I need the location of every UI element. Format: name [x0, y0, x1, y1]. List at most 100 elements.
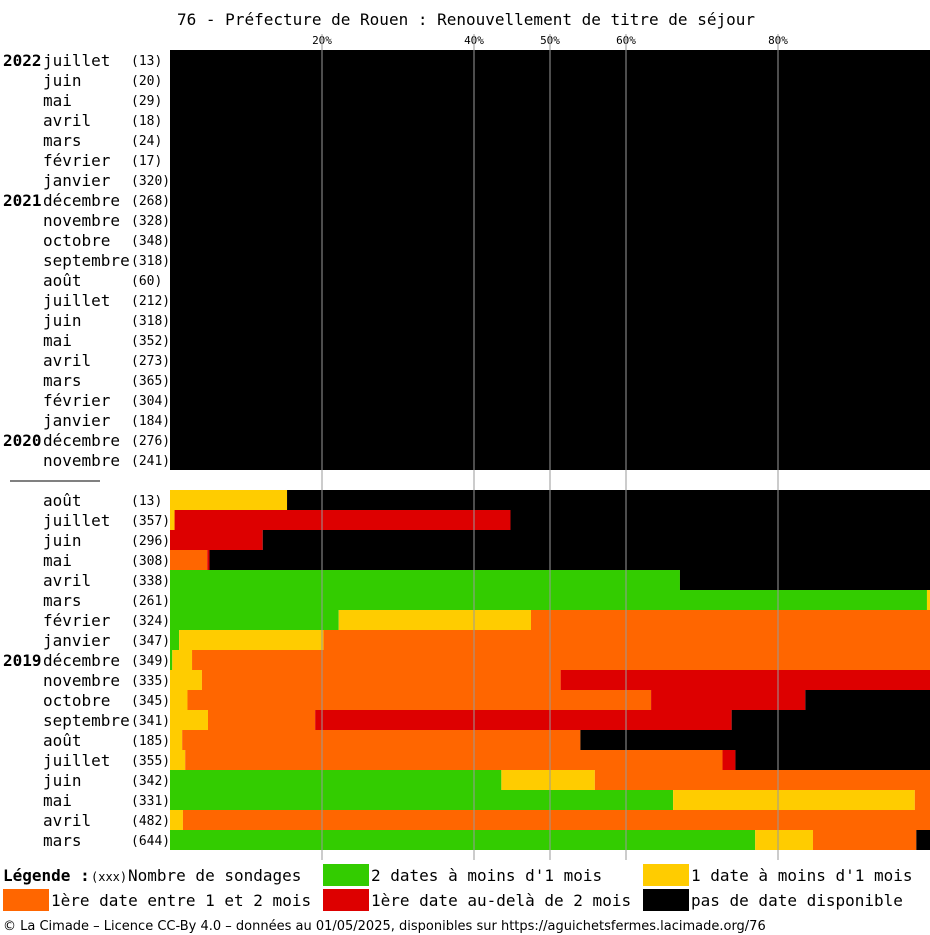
- count-label: (347): [131, 634, 170, 649]
- count-label: (482): [131, 814, 170, 829]
- bar-segment-black: [510, 510, 930, 530]
- count-label: (345): [131, 694, 170, 709]
- bar-segment-orange: [187, 690, 652, 710]
- month-label: mars: [43, 591, 82, 610]
- month-label: janvier: [43, 171, 111, 190]
- month-label: décembre: [43, 431, 120, 450]
- year-label: 2021: [3, 191, 42, 210]
- count-label: (318): [131, 254, 170, 269]
- month-label: septembre: [43, 711, 130, 730]
- legend-swatch-yellow: [643, 864, 689, 886]
- count-label: (328): [131, 214, 170, 229]
- count-label: (348): [131, 234, 170, 249]
- legend-swatch-green: [323, 864, 369, 886]
- month-label: mars: [43, 131, 82, 150]
- count-label: (241): [131, 454, 170, 469]
- month-label: juillet: [43, 511, 110, 530]
- bar-segment-black: [731, 710, 930, 730]
- chart-title: 76 - Préfecture de Rouen : Renouvellemen…: [177, 10, 755, 29]
- bar-segment-yellow: [170, 490, 288, 510]
- count-label: (341): [131, 714, 170, 729]
- count-label: (261): [131, 594, 170, 609]
- count-label: (268): [131, 194, 170, 209]
- legend-label-green: 2 dates à moins d'1 mois: [371, 866, 602, 885]
- month-label: février: [43, 391, 111, 410]
- bar-segment-yellow: [170, 510, 175, 530]
- count-label: (276): [131, 434, 170, 449]
- bar-segment-black: [679, 570, 930, 590]
- count-label: (335): [131, 674, 170, 689]
- bar-segment-orange: [182, 810, 930, 830]
- bar-segment-green: [170, 790, 674, 810]
- bar-segment-green: [170, 630, 180, 650]
- bar-segment-black: [735, 750, 930, 770]
- bar-segment-yellow: [673, 790, 915, 810]
- count-label: (357): [131, 514, 170, 529]
- legend-label-orange: 1ère date entre 1 et 2 mois: [51, 891, 311, 910]
- bar-segment-yellow: [170, 750, 186, 770]
- year-label: 2019: [3, 651, 42, 670]
- bar-segment-red: [722, 750, 736, 770]
- month-label: janvier: [43, 411, 111, 430]
- count-label: (324): [131, 614, 170, 629]
- bar-segment-red: [207, 550, 210, 570]
- month-label: mai: [43, 331, 72, 350]
- month-label: décembre: [43, 651, 120, 670]
- bar-segment-orange: [914, 790, 930, 810]
- bar-segment-orange: [208, 710, 316, 730]
- month-label: juin: [43, 311, 82, 330]
- count-label: (308): [131, 554, 170, 569]
- month-label: novembre: [43, 671, 120, 690]
- month-label: juin: [43, 531, 82, 550]
- month-label: août: [43, 491, 82, 510]
- bar-segment-black: [262, 530, 930, 550]
- month-label: mai: [43, 791, 72, 810]
- month-label: avril: [43, 111, 91, 130]
- bar-segment-red: [651, 690, 806, 710]
- count-label: (24): [131, 134, 162, 149]
- bar-segment-red: [170, 530, 263, 550]
- count-label: (60): [131, 274, 162, 289]
- month-label: avril: [43, 351, 91, 370]
- bar-segment-yellow: [170, 690, 188, 710]
- month-label: août: [43, 731, 82, 750]
- month-label: juin: [43, 71, 82, 90]
- month-label: avril: [43, 571, 91, 590]
- bar-segment-yellow: [170, 710, 208, 730]
- bar-segment-orange: [170, 550, 208, 570]
- month-label: juillet: [43, 751, 110, 770]
- bar-segment-orange: [201, 670, 561, 690]
- month-label: juin: [43, 771, 82, 790]
- legend-title: Légende :: [3, 866, 90, 885]
- count-label: (13): [131, 54, 162, 69]
- month-label: mars: [43, 371, 82, 390]
- count-label: (644): [131, 834, 170, 849]
- month-label: février: [43, 611, 111, 630]
- bar-segment-red: [174, 510, 511, 530]
- legend-label-yellow: 1 date à moins d'1 mois: [691, 866, 913, 885]
- bar-segment-yellow: [179, 630, 324, 650]
- gridlines: [321, 34, 779, 860]
- month-label: décembre: [43, 191, 120, 210]
- bar-segment-orange: [192, 650, 930, 670]
- bar-segment-black: [805, 690, 930, 710]
- bar-segment-orange: [182, 730, 581, 750]
- count-label: (212): [131, 294, 170, 309]
- bar-segment-orange: [812, 830, 917, 850]
- count-label: (273): [131, 354, 170, 369]
- month-label: octobre: [43, 231, 110, 250]
- legend-swatch-orange: [3, 889, 49, 911]
- count-label: (320): [131, 174, 170, 189]
- bar-segment-orange: [531, 610, 930, 630]
- month-label: avril: [43, 811, 91, 830]
- count-label: (29): [131, 94, 162, 109]
- count-label: (365): [131, 374, 170, 389]
- count-label: (349): [131, 654, 170, 669]
- count-label: (304): [131, 394, 170, 409]
- month-label: octobre: [43, 691, 110, 710]
- month-label: février: [43, 151, 111, 170]
- year-label: 2022: [3, 51, 42, 70]
- month-label: août: [43, 271, 82, 290]
- bar-segment-yellow: [172, 650, 193, 670]
- bar-segment-green: [170, 650, 173, 670]
